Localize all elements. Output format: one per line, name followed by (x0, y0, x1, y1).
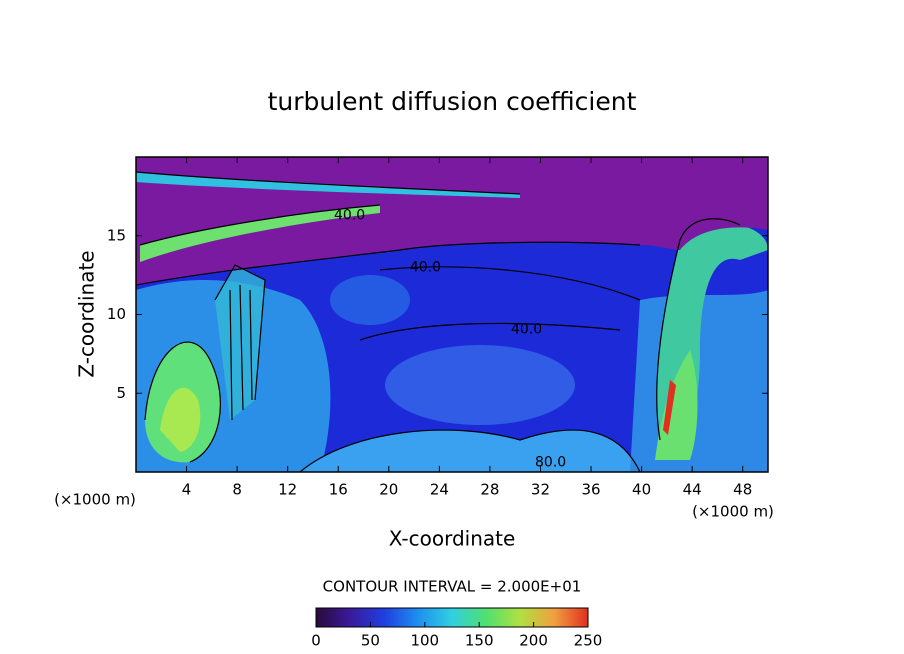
colorbar-tick-label: 200 (519, 632, 548, 650)
y-tick-label: 10 (107, 305, 126, 323)
x-tick-label: 32 (531, 481, 550, 499)
colorbar (315, 607, 589, 628)
x-axis-title: X-coordinate (389, 527, 516, 551)
contour-line (136, 241, 641, 286)
contour-line (136, 171, 521, 195)
field-region (330, 275, 410, 325)
colorbar-tick-label: 250 (574, 632, 603, 650)
colorbar-tick-label: 150 (465, 632, 494, 650)
field (136, 157, 768, 472)
colorbar-tick-label: 50 (361, 632, 380, 650)
field-region (385, 345, 575, 425)
x-tick-label: 24 (430, 481, 449, 499)
contour-line (299, 429, 641, 472)
colorbar-tick-label: 100 (410, 632, 439, 650)
x-tick-label: 36 (581, 481, 600, 499)
contour-line (139, 204, 381, 246)
x-unit: (×1000 m) (692, 503, 774, 521)
contour-line (214, 264, 266, 401)
y-tick-label: 15 (107, 226, 126, 244)
contour-label: 80.0 (535, 455, 566, 471)
x-tick-label: 8 (232, 481, 242, 499)
contour-line (656, 218, 741, 441)
x-tick-label: 40 (632, 481, 651, 499)
x-tick-label: 16 (329, 481, 348, 499)
y-tick-label: 5 (116, 384, 126, 402)
field-region (160, 387, 201, 452)
field-region (300, 430, 640, 472)
colorbar-tick-label: 0 (311, 632, 321, 650)
field-region (140, 205, 380, 262)
field-region (663, 380, 676, 435)
x-tick-label: 28 (480, 481, 499, 499)
x-tick-label: 48 (733, 481, 752, 499)
chart-title: turbulent diffusion coefficient (268, 87, 637, 116)
contour-line (229, 284, 253, 421)
contour-line (379, 266, 641, 301)
contour-line (359, 322, 621, 341)
y-unit: (×1000 m) (54, 491, 136, 509)
field-region (215, 265, 265, 420)
contour-label: 40.0 (334, 207, 365, 223)
contour-interval: CONTOUR INTERVAL = 2.000E+01 (323, 578, 582, 596)
x-tick-label: 44 (683, 481, 702, 499)
contour-lines (136, 171, 741, 472)
contour-label: 40.0 (511, 321, 542, 337)
x-tick-label: 4 (182, 481, 192, 499)
contour-line (144, 341, 221, 463)
x-tick-label: 20 (379, 481, 398, 499)
contour-label: 40.0 (410, 259, 441, 275)
y-axis-title: Z-coordinate (75, 250, 99, 377)
x-tick-label: 12 (278, 481, 297, 499)
